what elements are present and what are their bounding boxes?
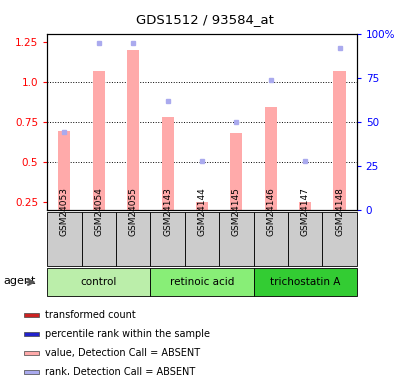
Text: GSM24148: GSM24148: [334, 188, 343, 236]
Text: trichostatin A: trichostatin A: [269, 277, 339, 287]
Text: transformed count: transformed count: [45, 310, 135, 320]
Text: retinoic acid: retinoic acid: [169, 277, 234, 287]
Text: GSM24053: GSM24053: [60, 188, 69, 236]
Bar: [150, 212, 184, 266]
Text: agent: agent: [4, 276, 36, 286]
Bar: [58, 132, 70, 210]
Bar: [24, 313, 38, 317]
Bar: [196, 202, 207, 210]
Text: GSM24145: GSM24145: [231, 188, 240, 236]
Text: value, Detection Call = ABSENT: value, Detection Call = ABSENT: [45, 348, 200, 358]
Bar: [287, 212, 321, 266]
Bar: [333, 70, 345, 210]
Bar: [47, 212, 81, 266]
Bar: [24, 369, 38, 374]
Text: rank, Detection Call = ABSENT: rank, Detection Call = ABSENT: [45, 367, 195, 375]
Bar: [253, 212, 287, 266]
Bar: [321, 212, 356, 266]
Text: GSM24054: GSM24054: [94, 188, 103, 236]
Text: GDS1512 / 93584_at: GDS1512 / 93584_at: [136, 13, 273, 26]
Bar: [161, 117, 173, 210]
Bar: [127, 50, 139, 210]
Bar: [184, 212, 218, 266]
Bar: [298, 202, 310, 210]
Bar: [24, 351, 38, 355]
Text: GSM24143: GSM24143: [163, 188, 172, 236]
Bar: [47, 268, 150, 296]
Bar: [253, 268, 356, 296]
Bar: [24, 332, 38, 336]
Bar: [116, 212, 150, 266]
Text: GSM24055: GSM24055: [128, 188, 137, 236]
Text: percentile rank within the sample: percentile rank within the sample: [45, 329, 209, 339]
Bar: [81, 212, 116, 266]
Bar: [92, 70, 105, 210]
Bar: [264, 108, 276, 210]
Text: control: control: [80, 277, 117, 287]
Text: GSM24144: GSM24144: [197, 188, 206, 236]
Text: GSM24147: GSM24147: [300, 188, 309, 236]
Bar: [230, 133, 242, 210]
Bar: [150, 268, 253, 296]
Text: GSM24146: GSM24146: [265, 188, 274, 236]
Bar: [218, 212, 253, 266]
